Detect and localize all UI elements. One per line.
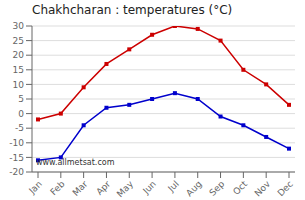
svg-text:25: 25 (13, 36, 24, 46)
svg-text:15: 15 (13, 65, 24, 75)
svg-text:Feb: Feb (48, 179, 67, 198)
svg-text:10: 10 (13, 80, 25, 90)
html-text:Chakhcharan : temperatures (°C: Chakhcharan : temperatures (°C) (32, 3, 233, 17)
svg-text:-10: -10 (9, 138, 24, 148)
svg-text:Jun: Jun (140, 179, 158, 197)
svg-text:Oct: Oct (231, 179, 249, 197)
svg-text:20: 20 (13, 50, 25, 60)
svg-text:Sep: Sep (207, 179, 226, 198)
svg-text:30: 30 (13, 21, 25, 31)
svg-text:0: 0 (18, 109, 24, 119)
svg-text:Nov: Nov (253, 178, 273, 198)
svg-text:Jan: Jan (26, 179, 44, 197)
svg-text:Aug: Aug (184, 179, 204, 199)
svg-text:May: May (115, 178, 136, 199)
svg-text:-20: -20 (9, 167, 24, 177)
svg-text:-5: -5 (15, 123, 24, 133)
svg-text:Jul: Jul (165, 179, 180, 194)
svg-text:Apr: Apr (94, 179, 112, 197)
svg-text:Dec: Dec (276, 179, 295, 198)
svg-text:-15: -15 (9, 153, 24, 163)
html-text:www.allmetsat.com: www.allmetsat.com (36, 158, 115, 167)
svg-text:5: 5 (18, 94, 24, 104)
svg-text:Mar: Mar (70, 179, 89, 198)
